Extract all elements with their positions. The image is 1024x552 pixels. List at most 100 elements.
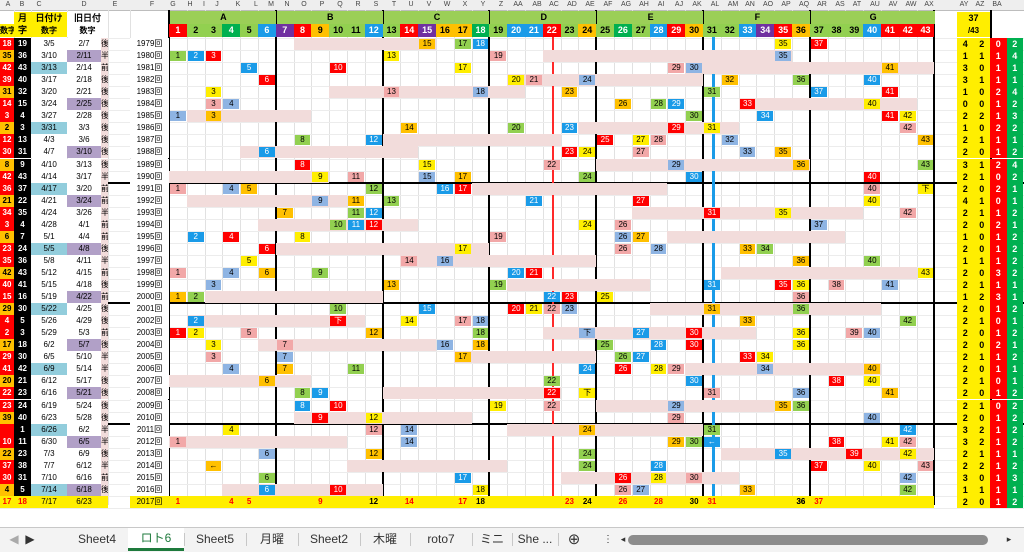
number-mark[interactable]: 18	[472, 87, 489, 98]
draw-number[interactable]: 2010回	[130, 411, 169, 424]
number-mark[interactable]: 28	[650, 460, 667, 471]
number-mark[interactable]: 17	[454, 352, 471, 363]
period[interactable]: 後	[101, 86, 108, 99]
period[interactable]: 後	[101, 134, 108, 147]
column-letter[interactable]: X	[462, 1, 468, 8]
number-mark[interactable]: 25	[597, 340, 613, 351]
draw-number[interactable]: 2016回	[130, 483, 169, 496]
draw-number[interactable]: 2008回	[130, 387, 169, 400]
number-mark[interactable]: 42	[899, 111, 916, 122]
draw-number[interactable]: 1990回	[130, 170, 169, 183]
column-letter[interactable]: AS	[835, 1, 845, 8]
column-letter[interactable]: W	[443, 1, 451, 8]
number-mark[interactable]: 29	[668, 123, 685, 134]
number-mark[interactable]: 6	[259, 267, 275, 278]
scroll-right-icon[interactable]: ▸	[1006, 534, 1012, 544]
number-mark[interactable]: 29	[668, 364, 685, 375]
number-mark[interactable]: 26	[615, 243, 631, 254]
column-letter[interactable]: AD	[567, 1, 577, 8]
number-mark[interactable]: 下	[917, 183, 934, 194]
column-letter[interactable]: F	[149, 1, 155, 8]
column-letter[interactable]: AA	[513, 1, 523, 8]
number-mark[interactable]: 27	[632, 328, 649, 339]
number-mark[interactable]: 16	[437, 340, 453, 351]
number-mark[interactable]: 18	[472, 316, 489, 327]
old-date[interactable]: 4/8	[67, 242, 101, 255]
column-letter[interactable]: I	[203, 1, 205, 8]
number-mark[interactable]: 1	[170, 267, 186, 278]
number-mark[interactable]: 35	[775, 400, 791, 411]
date[interactable]: 6/23	[31, 411, 67, 424]
number-mark[interactable]: 1	[170, 111, 186, 122]
period[interactable]	[101, 495, 108, 508]
date[interactable]: 5/15	[31, 279, 67, 292]
old-date[interactable]: 3/20	[67, 182, 101, 195]
old-date[interactable]: 3/3	[67, 122, 101, 135]
old-date[interactable]: 4/15	[67, 266, 101, 279]
number-mark[interactable]: 42	[899, 207, 916, 218]
column-letter[interactable]: AF	[603, 1, 613, 8]
table-row[interactable]: 3 4 3/27 2/28 後 1985回 1 3 30 34 41 42 2 2 1 3	[0, 110, 1024, 123]
number-mark[interactable]: 15	[419, 304, 435, 315]
date[interactable]: 4/10	[31, 158, 67, 171]
number-mark[interactable]: 22	[543, 304, 560, 315]
number-mark[interactable]: 34	[757, 364, 774, 375]
draw-number[interactable]: 2005回	[130, 351, 169, 364]
triangle-left-icon[interactable]: ◀	[9, 532, 19, 546]
number-mark[interactable]: 32	[721, 135, 738, 146]
number-mark[interactable]: 10	[330, 63, 346, 74]
number-mark[interactable]: 40	[864, 195, 880, 206]
column-letter[interactable]: AC	[549, 1, 559, 8]
period[interactable]: 後	[101, 375, 108, 388]
period[interactable]: 半	[101, 435, 108, 448]
number-mark[interactable]: 31	[704, 87, 720, 98]
column-letter[interactable]: AP	[781, 1, 791, 8]
number-mark[interactable]: 28	[650, 340, 667, 351]
column-letter[interactable]: C	[36, 1, 42, 8]
number-mark[interactable]: 17	[454, 472, 471, 483]
table-row[interactable]: 30 31 7/10 6/16 前 2015回 6 17 26 28 30 42 3 0 1 3	[0, 471, 1024, 484]
column-letter[interactable]: AU	[870, 1, 880, 8]
draw-number[interactable]: 1985回	[130, 110, 169, 123]
number-mark[interactable]: 30	[686, 472, 702, 483]
draw-number[interactable]: 1979回	[130, 38, 169, 51]
old-date[interactable]: 6/2	[67, 423, 101, 436]
number-mark[interactable]: 23	[565, 496, 574, 506]
old-date[interactable]: 4/1	[67, 218, 101, 231]
sheet-tab[interactable]: Sheet2	[309, 532, 349, 546]
period[interactable]: 後	[101, 411, 108, 424]
number-mark[interactable]: 24	[579, 424, 596, 435]
number-mark[interactable]: 12	[365, 424, 382, 435]
number-mark[interactable]: 25	[597, 292, 613, 303]
number-mark[interactable]: 26	[615, 472, 631, 483]
draw-number[interactable]: 1994回	[130, 218, 169, 231]
number-mark[interactable]: 17	[454, 171, 471, 182]
period[interactable]: 前	[101, 327, 108, 340]
number-mark[interactable]: 31	[704, 424, 720, 435]
number-mark[interactable]: 41	[882, 63, 898, 74]
number-mark[interactable]: 8	[294, 400, 311, 411]
number-mark[interactable]: 11	[348, 195, 364, 206]
date[interactable]: 3/24	[31, 98, 67, 111]
column-letter[interactable]: AT	[852, 1, 862, 8]
number-mark[interactable]: 40	[864, 99, 880, 110]
column-letter[interactable]: E	[112, 1, 118, 8]
draw-number[interactable]: 1995回	[130, 230, 169, 243]
date[interactable]: 3/13	[31, 62, 67, 75]
column-letter[interactable]: J	[215, 1, 219, 8]
draw-number[interactable]: 1991回	[130, 182, 169, 195]
number-mark[interactable]: 36	[793, 159, 809, 170]
date[interactable]: 5/22	[31, 303, 67, 316]
old-date[interactable]: 2/18	[67, 74, 101, 87]
draw-number[interactable]: 1996回	[130, 242, 169, 255]
old-date[interactable]: 3/24	[67, 194, 101, 207]
number-mark[interactable]: 21	[526, 75, 542, 86]
number-mark[interactable]: 36	[793, 328, 809, 339]
date[interactable]: 6/26	[31, 423, 67, 436]
table-row[interactable]: 31 32 3/20 2/21 後 1983回 3 13 18 23 31 37 41 1 0 2 4	[0, 86, 1024, 99]
number-mark[interactable]: 23	[561, 87, 578, 98]
number-mark[interactable]: 29	[668, 436, 685, 447]
draw-number[interactable]: 2006回	[130, 363, 169, 376]
old-date[interactable]: 5/28	[67, 411, 101, 424]
number-mark[interactable]: 28	[650, 135, 667, 146]
